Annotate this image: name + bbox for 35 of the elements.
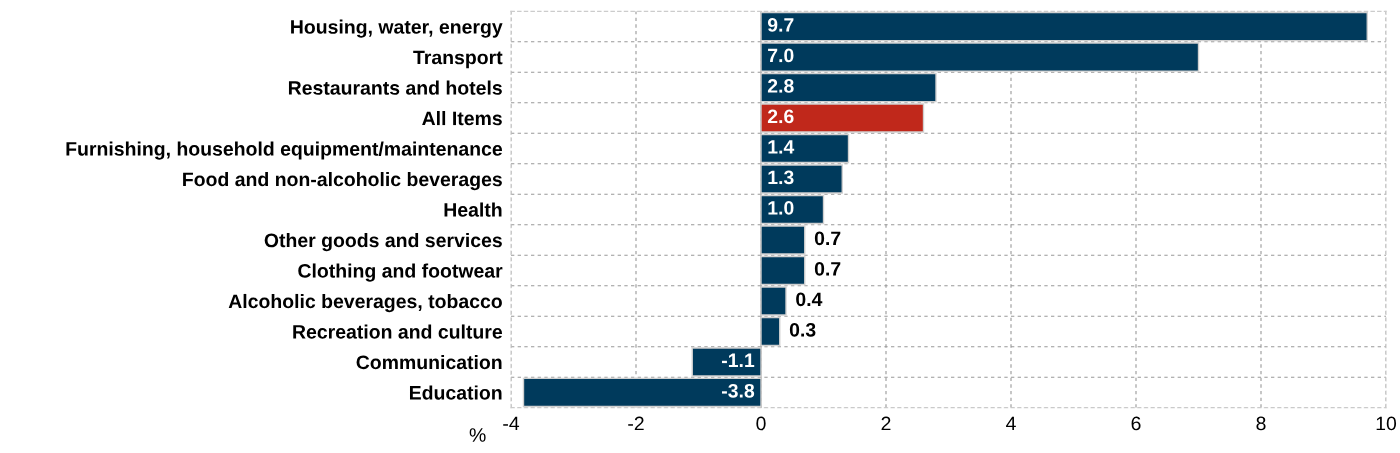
x-tick-label: 0 xyxy=(756,416,766,431)
data-label: 0.4 xyxy=(796,292,823,307)
y-tick-label: Food and non-alcoholic beverages xyxy=(183,171,502,191)
y-tick-label: Housing, water, energy xyxy=(291,19,503,38)
data-label: 1.3 xyxy=(768,170,794,185)
data-label: 2.8 xyxy=(767,79,794,93)
y-tick-label: Education xyxy=(409,385,502,400)
x-tick-label: -2 xyxy=(628,416,644,431)
data-label: -1.1 xyxy=(722,353,755,367)
data-label: 9.7 xyxy=(767,18,794,32)
y-tick-label: Other goods and services xyxy=(264,232,502,252)
y-tick-label: Furnishing, household equipment/maintenance xyxy=(66,141,503,160)
y-tick-label: Alcoholic beverages, tobacco xyxy=(228,293,502,313)
x-tick-label: 2 xyxy=(881,416,891,431)
y-tick-label: Recreation and culture xyxy=(293,324,503,339)
data-label: 0.7 xyxy=(814,231,841,246)
y-tick-label: Health xyxy=(444,202,502,217)
data-label: 0.7 xyxy=(814,261,841,276)
x-tick-label: 6 xyxy=(1131,416,1141,431)
x-tick-label: 10 xyxy=(1376,416,1397,431)
data-label: 7.0 xyxy=(768,48,794,63)
x-tick-label: -4 xyxy=(503,416,520,431)
data-label: 1.4 xyxy=(768,140,795,154)
data-label: 0.3 xyxy=(789,322,816,337)
y-tick-label: Restaurants and hotels xyxy=(288,80,502,95)
y-tick-label: Clothing and footwear xyxy=(298,263,503,282)
x-tick-label: 8 xyxy=(1256,416,1266,431)
y-tick-label: Transport xyxy=(413,50,503,69)
data-label: -3.8 xyxy=(722,383,755,398)
y-tick-label: All Items xyxy=(422,111,502,126)
data-label: 2.6 xyxy=(767,109,794,124)
x-tick-label: 4 xyxy=(1006,416,1016,431)
y-tick-label: Communication xyxy=(356,354,502,370)
data-label: 1.0 xyxy=(768,200,794,215)
x-axis-title: % xyxy=(469,428,486,442)
